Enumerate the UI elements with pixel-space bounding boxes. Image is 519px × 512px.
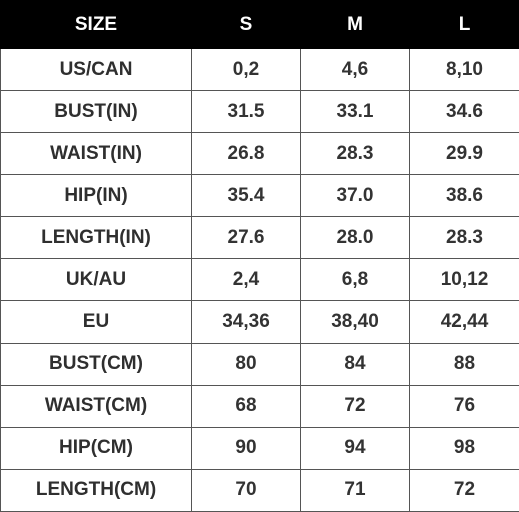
- table-cell: 28.3: [409, 216, 519, 260]
- table-row: BUST(IN) 31.5 33.1 34.6: [0, 90, 519, 134]
- row-label-bust-in: BUST(IN): [0, 90, 192, 134]
- row-label-hip-cm: HIP(CM): [0, 426, 192, 470]
- table-cell: 70: [191, 468, 301, 512]
- table-cell: 72: [300, 384, 410, 428]
- row-label-uk-au: UK/AU: [0, 258, 192, 302]
- table-cell: 42,44: [409, 300, 519, 344]
- table-row: WAIST(CM) 68 72 76: [0, 384, 519, 428]
- row-label-hip-in: HIP(IN): [0, 174, 192, 218]
- table-cell: 0,2: [191, 47, 301, 92]
- row-label-us-can: US/CAN: [0, 47, 192, 92]
- table-cell: 29.9: [409, 132, 519, 176]
- table-cell: 84: [300, 342, 410, 386]
- table-cell: 2,4: [191, 258, 301, 302]
- table-cell: 37.0: [300, 174, 410, 218]
- row-label-length-in: LENGTH(IN): [0, 216, 192, 260]
- table-header: SIZE S M L: [0, 0, 519, 49]
- table-cell: 71: [300, 468, 410, 512]
- row-label-waist-cm: WAIST(CM): [0, 384, 192, 428]
- table-row: BUST(CM) 80 84 88: [0, 342, 519, 386]
- table-cell: 76: [409, 384, 519, 428]
- table-cell: 8,10: [409, 47, 519, 92]
- table-row: HIP(CM) 90 94 98: [0, 426, 519, 470]
- table-cell: 33.1: [300, 90, 410, 134]
- table-cell: 34,36: [191, 300, 301, 344]
- table-body: US/CAN 0,2 4,6 8,10 BUST(IN) 31.5 33.1 3…: [0, 47, 519, 512]
- table-cell: 34.6: [409, 90, 519, 134]
- table-row: EU 34,36 38,40 42,44: [0, 300, 519, 344]
- table-cell: 27.6: [191, 216, 301, 260]
- table-cell: 80: [191, 342, 301, 386]
- table-cell: 94: [300, 426, 410, 470]
- table-row: LENGTH(IN) 27.6 28.0 28.3: [0, 216, 519, 260]
- table-cell: 31.5: [191, 90, 301, 134]
- header-s: S: [191, 0, 301, 49]
- table-cell: 26.8: [191, 132, 301, 176]
- row-label-eu: EU: [0, 300, 192, 344]
- table-cell: 38.6: [409, 174, 519, 218]
- header-size: SIZE: [0, 0, 192, 49]
- table-row: WAIST(IN) 26.8 28.3 29.9: [0, 132, 519, 176]
- table-cell: 90: [191, 426, 301, 470]
- table-cell: 38,40: [300, 300, 410, 344]
- table-cell: 88: [409, 342, 519, 386]
- table-cell: 35.4: [191, 174, 301, 218]
- table-cell: 10,12: [409, 258, 519, 302]
- row-label-bust-cm: BUST(CM): [0, 342, 192, 386]
- table-cell: 6,8: [300, 258, 410, 302]
- header-row: SIZE S M L: [0, 0, 519, 49]
- table-row: UK/AU 2,4 6,8 10,12: [0, 258, 519, 302]
- table-cell: 72: [409, 468, 519, 512]
- table-cell: 28.3: [300, 132, 410, 176]
- table-cell: 98: [409, 426, 519, 470]
- row-label-length-cm: LENGTH(CM): [0, 468, 192, 512]
- header-l: L: [409, 0, 519, 49]
- table-cell: 4,6: [300, 47, 410, 92]
- table-row: LENGTH(CM) 70 71 72: [0, 468, 519, 512]
- table-cell: 28.0: [300, 216, 410, 260]
- row-label-waist-in: WAIST(IN): [0, 132, 192, 176]
- table-row: US/CAN 0,2 4,6 8,10: [0, 47, 519, 92]
- header-m: M: [300, 0, 410, 49]
- table-cell: 68: [191, 384, 301, 428]
- table-row: HIP(IN) 35.4 37.0 38.6: [0, 174, 519, 218]
